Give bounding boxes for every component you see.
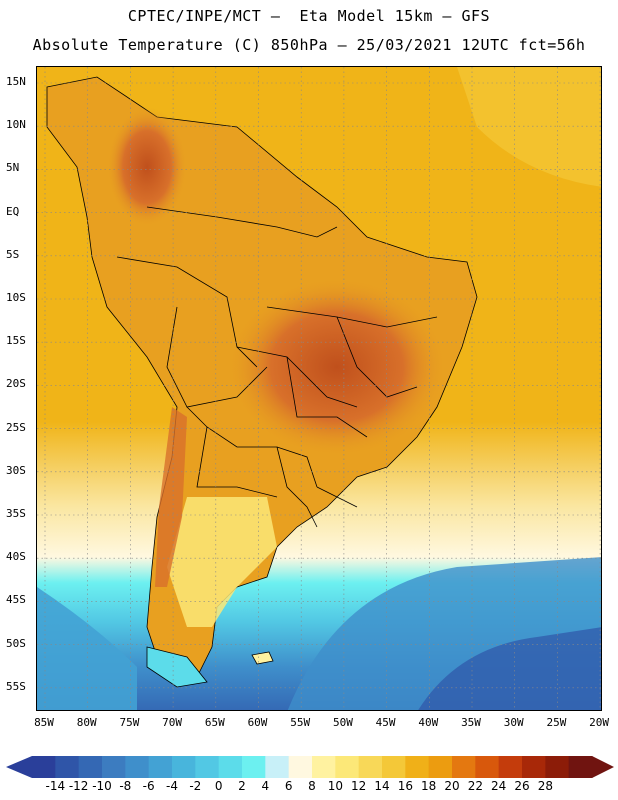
- colorbar-left-arrow: [6, 756, 32, 778]
- lat-label: 25S: [6, 420, 26, 434]
- colorbar-tick-label: -8: [119, 779, 132, 793]
- lon-label: 55W: [290, 716, 311, 729]
- warm-north-atlantic: [457, 67, 601, 187]
- lon-label: 60W: [247, 716, 268, 729]
- lat-label: 5N: [6, 161, 20, 175]
- colorbar-segment: [55, 756, 80, 778]
- hot-region-brazil: [227, 277, 447, 457]
- tierra-del-fuego: [146, 646, 208, 688]
- colorbar-tick-label: 4: [261, 779, 270, 793]
- colorbar-segment: [522, 756, 546, 778]
- colorbar-tick-label: -6: [142, 779, 155, 793]
- colorbar-segment: [102, 756, 126, 778]
- colorbar-tick-label: 14: [374, 779, 390, 793]
- cold-water-region: [37, 587, 137, 710]
- colorbar: [6, 756, 614, 778]
- colorbar-tick-label: 22: [467, 779, 483, 793]
- colorbar-segment: [358, 756, 383, 778]
- colorbar-tick-label: 28: [537, 779, 553, 793]
- temperature-map: [36, 66, 602, 711]
- colorbar-tick-label: -12: [68, 779, 89, 793]
- lat-label: 45S: [6, 593, 26, 607]
- colorbar-segment: [242, 756, 266, 778]
- colorbar-tick-label: -10: [92, 779, 112, 793]
- falkland-islands: [251, 651, 274, 665]
- lon-label: 65W: [204, 716, 225, 729]
- map-canvas: [37, 67, 601, 710]
- lon-label: 85W: [34, 716, 54, 729]
- colorbar-tick-label: -2: [189, 779, 202, 793]
- lon-label: 40W: [418, 716, 439, 729]
- lat-label: 30S: [6, 463, 26, 477]
- andes-south-hot-strip: [155, 407, 187, 587]
- lat-label: 10N: [6, 118, 26, 132]
- colorbar-segment: [568, 756, 593, 778]
- colorbar-segment: [498, 756, 523, 778]
- lon-label: 75W: [119, 716, 140, 729]
- colorbar-segment: [78, 756, 103, 778]
- lon-label: 80W: [76, 716, 97, 729]
- lon-label: 30W: [503, 716, 524, 729]
- lat-label: 5S: [6, 247, 20, 261]
- colorbar-segment: [288, 756, 313, 778]
- lon-label: 20W: [589, 716, 610, 729]
- colorbar-tick-label: 16: [397, 779, 413, 793]
- colorbar-right-arrow: [592, 756, 614, 778]
- lat-label: 20S: [6, 377, 26, 391]
- lon-label: 70W: [162, 716, 183, 729]
- lon-label: 35W: [461, 716, 481, 729]
- colorbar-tick-label: 20: [444, 779, 460, 793]
- colorbar-segment: [452, 756, 476, 778]
- colorbar-segment: [335, 756, 360, 778]
- lat-label: 10S: [6, 291, 26, 304]
- map-title-line2: Absolute Temperature (C) 850hPa – 25/03/…: [32, 36, 586, 54]
- country-borders: [116, 206, 438, 528]
- colorbar-tick-label: 8: [308, 779, 316, 793]
- colorbar-segment: [218, 756, 243, 778]
- map-title-line1: CPTEC/INPE/MCT – Eta Model 15km – GFS: [127, 7, 491, 25]
- lat-label: 15S: [6, 334, 26, 348]
- colorbar-segment: [405, 756, 430, 778]
- lon-label: 50W: [332, 716, 353, 729]
- colorbar-segment: [475, 756, 500, 778]
- colorbar-tick-label: 0: [214, 779, 223, 793]
- colorbar-tick-label: 6: [284, 779, 293, 793]
- colorbar-segment: [382, 756, 406, 778]
- colorbar-segment: [172, 756, 196, 778]
- colorbar-tick-label: 18: [421, 779, 437, 793]
- colorbar-tick-label: 10: [327, 779, 343, 793]
- colorbar-tick-label: -14: [45, 779, 66, 793]
- colorbar-tick-label: 26: [514, 779, 530, 793]
- colorbar-segment: [545, 756, 570, 778]
- colorbar-segment: [195, 756, 220, 778]
- colorbar-segment: [125, 756, 150, 778]
- colorbar-segment: [148, 756, 173, 778]
- lat-label: 55S: [6, 679, 26, 693]
- colorbar-tick-label: 12: [351, 779, 367, 793]
- colorbar-tick-label: 2: [238, 779, 246, 793]
- lon-label: 45W: [375, 716, 396, 729]
- lat-label: 50S: [6, 636, 26, 650]
- lat-label: 40S: [6, 550, 26, 564]
- colorbar-segment: [312, 756, 336, 778]
- colorbar-segment: [428, 756, 453, 778]
- hot-region-andes-north: [107, 107, 187, 227]
- colorbar-tick-label: -4: [166, 779, 178, 793]
- colorbar-segment: [32, 756, 56, 778]
- lat-label: 15N: [6, 75, 26, 88]
- lon-label: 25W: [546, 716, 567, 729]
- lat-label: EQ: [6, 204, 20, 218]
- colorbar-segment: [265, 756, 290, 778]
- patagonia-cool-region: [167, 497, 277, 627]
- cold-core-east: [418, 627, 601, 710]
- colorbar-tick-label: 24: [491, 779, 507, 793]
- lat-label: 35S: [6, 507, 26, 520]
